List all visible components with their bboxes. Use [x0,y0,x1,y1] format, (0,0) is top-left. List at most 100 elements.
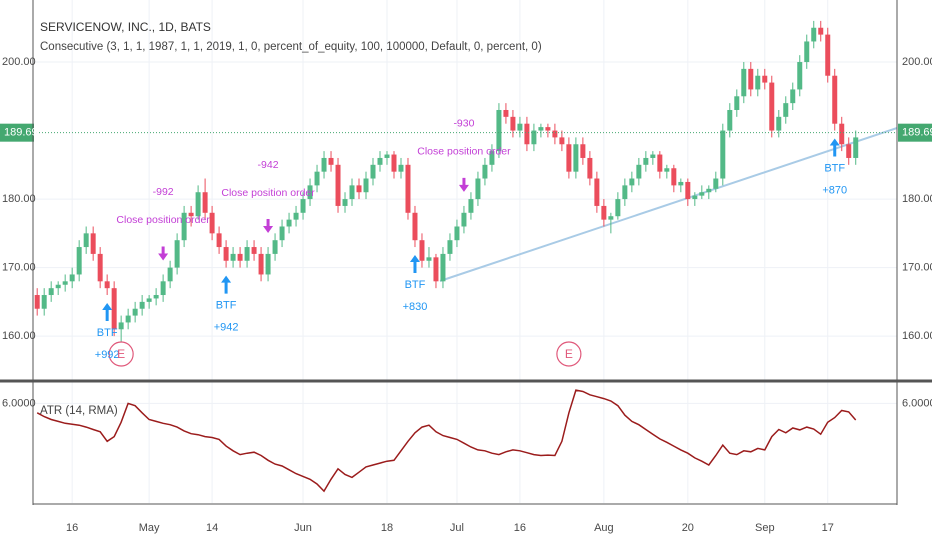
candle-body [531,130,537,145]
candle-body [790,89,796,104]
candle-body [342,199,348,206]
candle-body [678,181,684,186]
candle-body [650,154,656,158]
candle-body [706,188,712,193]
entry-amount: +830 [403,301,428,313]
candle-body [307,185,313,200]
candle-body [223,247,229,261]
candle-body [734,96,740,110]
candle-body [426,257,432,261]
candle-body [391,154,397,172]
x-tick-label: Aug [594,522,614,534]
candle-body [167,267,173,282]
candle-body [55,284,61,289]
entry-label: BTF [97,327,118,339]
candle-body [762,75,768,83]
candle-body [230,253,236,261]
candle-body [412,212,418,241]
strategy-label: Consecutive (3, 1, 1, 1987, 1, 1, 2019, … [40,41,542,53]
exit-label: Close position order [221,187,315,199]
y-tick-label: 200.00 [902,56,932,68]
candle-body [41,295,47,309]
candle-body [146,298,152,302]
candle-body [818,27,824,35]
candle-body [349,185,355,200]
candle-body [405,164,411,213]
exit-label: Close position order [417,146,511,158]
candle-body [587,157,593,179]
candle-body [720,130,726,179]
y-tick-label: 170.00 [902,262,932,274]
candle-body [370,164,376,179]
y-tick-label: 180.00 [2,193,36,205]
candle-body [559,137,565,145]
candle-body [356,185,362,193]
candle-body [601,205,607,220]
candle-body [846,144,852,158]
atr-tick-label: 6.0000 [2,397,36,409]
candle-body [713,178,719,189]
candle-body [545,127,551,131]
candle-body [293,212,299,220]
candle-body [132,308,138,316]
x-tick-label: May [139,522,160,534]
candle-body [433,257,439,282]
candle-body [839,123,845,145]
last-price-label: 189.69 [902,127,932,139]
candle-body [580,144,586,158]
x-tick-label: Jun [294,522,312,534]
candle-body [671,168,677,186]
y-tick-label: 160.00 [902,330,932,342]
candle-body [286,219,292,227]
candle-body [76,247,82,275]
candle-body [398,164,404,172]
y-tick-label: 170.00 [2,262,36,274]
candle-body [615,199,621,217]
last-price-label: 189.69 [4,127,38,139]
exit-label: Close position order [116,214,210,226]
candle-body [769,82,775,131]
exit-amount: -942 [258,159,279,171]
candle-body [188,212,194,217]
x-tick-label: Sep [755,522,775,534]
candle-body [566,144,572,172]
candle-body [853,137,859,158]
candle-body [363,178,369,193]
entry-amount: +992 [95,349,120,361]
candle-body [279,226,285,241]
entry-label: BTF [216,300,237,312]
candle-body [244,247,250,261]
atr-line [36,389,857,493]
candle-body [832,75,838,124]
candle-body [594,178,600,206]
candle-body [727,109,733,131]
candle-body [517,123,523,131]
x-tick-label: 18 [381,522,393,534]
candle-body [692,195,698,200]
candle-body [328,157,334,165]
candle-body [272,240,278,254]
candle-body [552,130,558,138]
candle-body [384,154,390,158]
candle-body [573,144,579,172]
marks [0,20,932,493]
candle-body [209,212,215,234]
candle-body [468,199,474,213]
candle-body [629,178,635,186]
candle-body [321,157,327,172]
candle-body [90,233,96,254]
candle-body [503,109,509,117]
chart-title: SERVICENOW, INC., 1D, BATS [40,20,211,34]
earnings-marker [108,341,134,367]
atr-tick-label: 6.0000 [902,397,932,409]
entry-arrow [102,303,113,322]
candle-body [335,164,341,206]
candle-body [174,240,180,268]
candle-body [538,127,544,131]
x-tick-label: 17 [822,522,834,534]
candle-body [202,192,208,213]
candle-body [622,185,628,200]
candle-body [216,233,222,248]
